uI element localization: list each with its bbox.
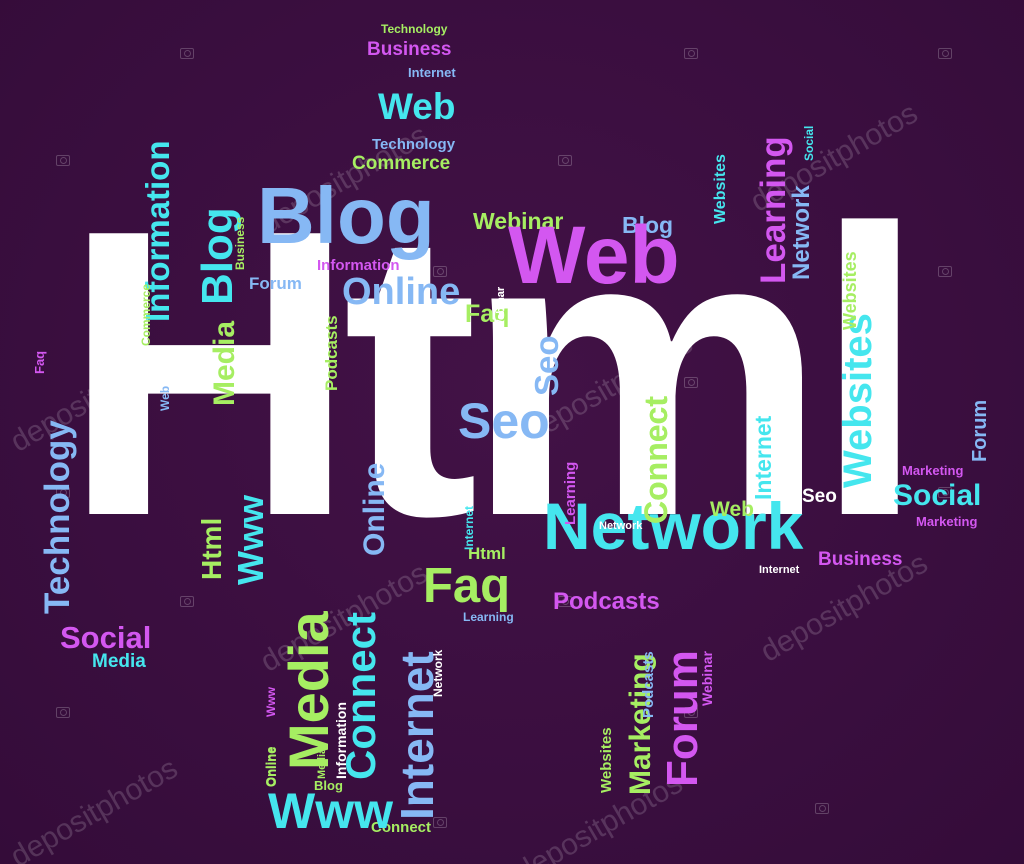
word: Social <box>60 620 152 655</box>
word: Seo <box>458 393 550 449</box>
camera-icon <box>815 803 829 814</box>
word: Learning <box>562 461 579 525</box>
word: Social <box>893 479 982 512</box>
word: Web <box>378 86 456 127</box>
word: Html <box>196 517 227 580</box>
word: Media <box>208 320 241 406</box>
word: Internet <box>408 65 456 80</box>
word: Faq <box>423 559 511 613</box>
word: Social <box>802 125 816 161</box>
word: Online <box>358 462 391 556</box>
word: Blog <box>257 171 435 260</box>
word: Marketing <box>916 514 978 529</box>
word: Podcasts <box>640 651 657 718</box>
word: Blog <box>314 778 343 793</box>
word: Internet <box>759 564 800 576</box>
camera-icon <box>180 596 194 607</box>
word: Information <box>333 702 349 779</box>
word: Websites <box>840 251 860 330</box>
word: Network <box>788 185 815 280</box>
word: Webinar <box>699 651 715 706</box>
word: Internet <box>462 505 476 550</box>
word: Marketing <box>902 463 964 478</box>
camera-icon <box>433 487 447 498</box>
main-word: Html <box>62 146 927 601</box>
word: Technology <box>38 420 77 614</box>
word: Websites <box>712 154 729 224</box>
word: Forum <box>969 399 991 462</box>
word: Internet <box>750 415 776 500</box>
camera-icon <box>180 48 194 59</box>
camera-icon <box>684 48 698 59</box>
camera-icon <box>684 377 698 388</box>
word: Media <box>92 651 146 672</box>
word: Media <box>316 747 328 779</box>
watermark: depositphotos <box>5 751 184 864</box>
word: Network <box>543 489 804 563</box>
word: Media <box>277 611 340 770</box>
word: Blog <box>622 212 674 238</box>
camera-icon <box>180 377 194 388</box>
word: Technology <box>381 22 448 36</box>
word: Seo <box>802 486 837 507</box>
word: Information <box>317 257 400 274</box>
word: Online <box>264 746 279 787</box>
word: Forum <box>249 274 302 293</box>
word: Html <box>468 544 506 563</box>
word: Technology <box>372 136 456 153</box>
word: Business <box>367 39 452 60</box>
camera-icon <box>938 487 952 498</box>
word: Network <box>599 520 643 532</box>
camera-icon <box>558 155 572 166</box>
word: Business <box>818 549 903 570</box>
word: Commerce <box>139 283 153 346</box>
camera-icon <box>56 707 70 718</box>
word: Websites <box>598 727 615 793</box>
word: Www <box>268 783 393 839</box>
camera-icon <box>433 266 447 277</box>
camera-icon <box>56 155 70 166</box>
word: Connect <box>371 819 431 836</box>
word: Web <box>710 498 754 521</box>
camera-icon <box>433 817 447 828</box>
word: Podcasts <box>553 588 660 615</box>
word: Web <box>508 210 680 301</box>
word: Www <box>230 495 271 585</box>
word: Faq <box>465 300 510 328</box>
word: Www <box>264 687 278 717</box>
word: Commerce <box>352 153 451 174</box>
word: Podcasts <box>322 315 341 391</box>
camera-icon <box>938 266 952 277</box>
camera-icon <box>558 596 572 607</box>
camera-icon <box>56 487 70 498</box>
word: Business <box>233 216 247 270</box>
word: Connect <box>638 396 674 524</box>
word: Websites <box>836 313 880 488</box>
camera-icon <box>938 48 952 59</box>
word: Learning <box>754 136 793 284</box>
camera-icon <box>684 707 698 718</box>
word: Webinar <box>473 208 564 234</box>
word: Learning <box>463 610 514 624</box>
word: Webinar <box>495 286 507 330</box>
word: Faq <box>32 350 47 374</box>
word: Network <box>431 649 445 697</box>
word: Online <box>342 271 461 313</box>
word: Seo <box>528 335 565 396</box>
word: Web <box>158 385 172 411</box>
